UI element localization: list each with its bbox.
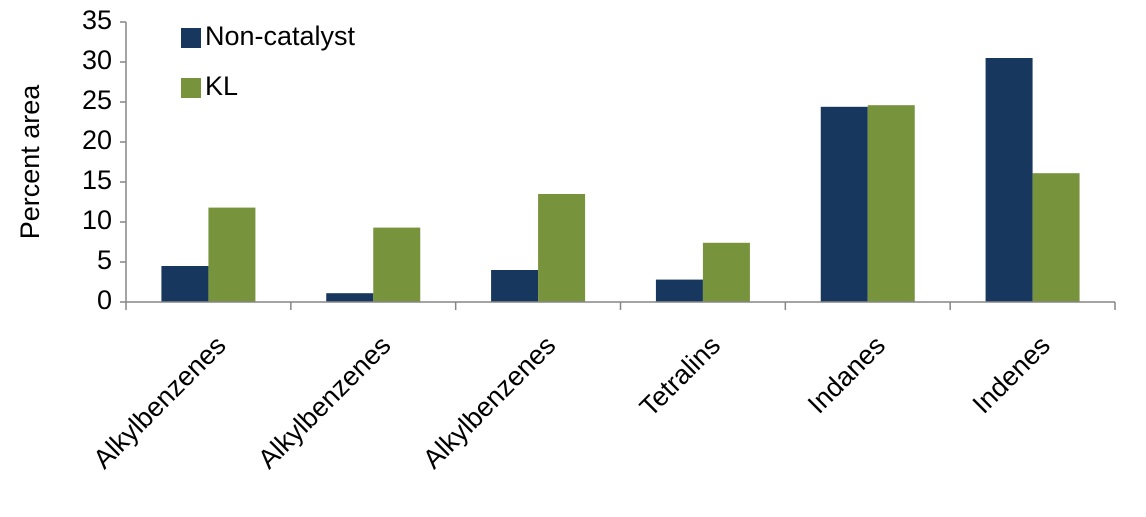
y-axis-label: Percent area: [15, 84, 45, 240]
bar: [208, 207, 256, 302]
bar: [538, 194, 586, 302]
bar: [867, 105, 915, 302]
bar: [373, 227, 421, 302]
bar: [1032, 173, 1080, 302]
x-tick-label: Tetralins: [634, 330, 726, 422]
y-tick-label: 0: [97, 285, 112, 315]
y-tick-label: 25: [82, 85, 112, 115]
bar: [161, 266, 209, 302]
bar: [491, 270, 539, 302]
x-tick-label: Indenes: [967, 330, 1056, 419]
bar: [985, 58, 1033, 302]
bar: [702, 242, 750, 302]
legend-swatch: [181, 28, 201, 48]
x-tick-label: Alkylbenzenes: [87, 330, 231, 474]
y-tick-label: 5: [97, 245, 112, 275]
y-tick-label: 35: [82, 5, 112, 35]
bar: [326, 293, 374, 302]
y-tick-label: 15: [82, 165, 112, 195]
y-tick-label: 20: [82, 125, 112, 155]
legend-label: Non-catalyst: [205, 21, 356, 51]
y-tick-label: 10: [82, 205, 112, 235]
x-tick-label: Indanes: [802, 330, 891, 419]
bar: [655, 279, 703, 302]
x-tick-label: Alkylbenzenes: [252, 330, 396, 474]
y-tick-label: 30: [82, 45, 112, 75]
legend-label: KL: [205, 71, 238, 101]
bar: [820, 106, 868, 302]
legend-swatch: [181, 78, 201, 98]
x-tick-label: Alkylbenzenes: [417, 330, 561, 474]
